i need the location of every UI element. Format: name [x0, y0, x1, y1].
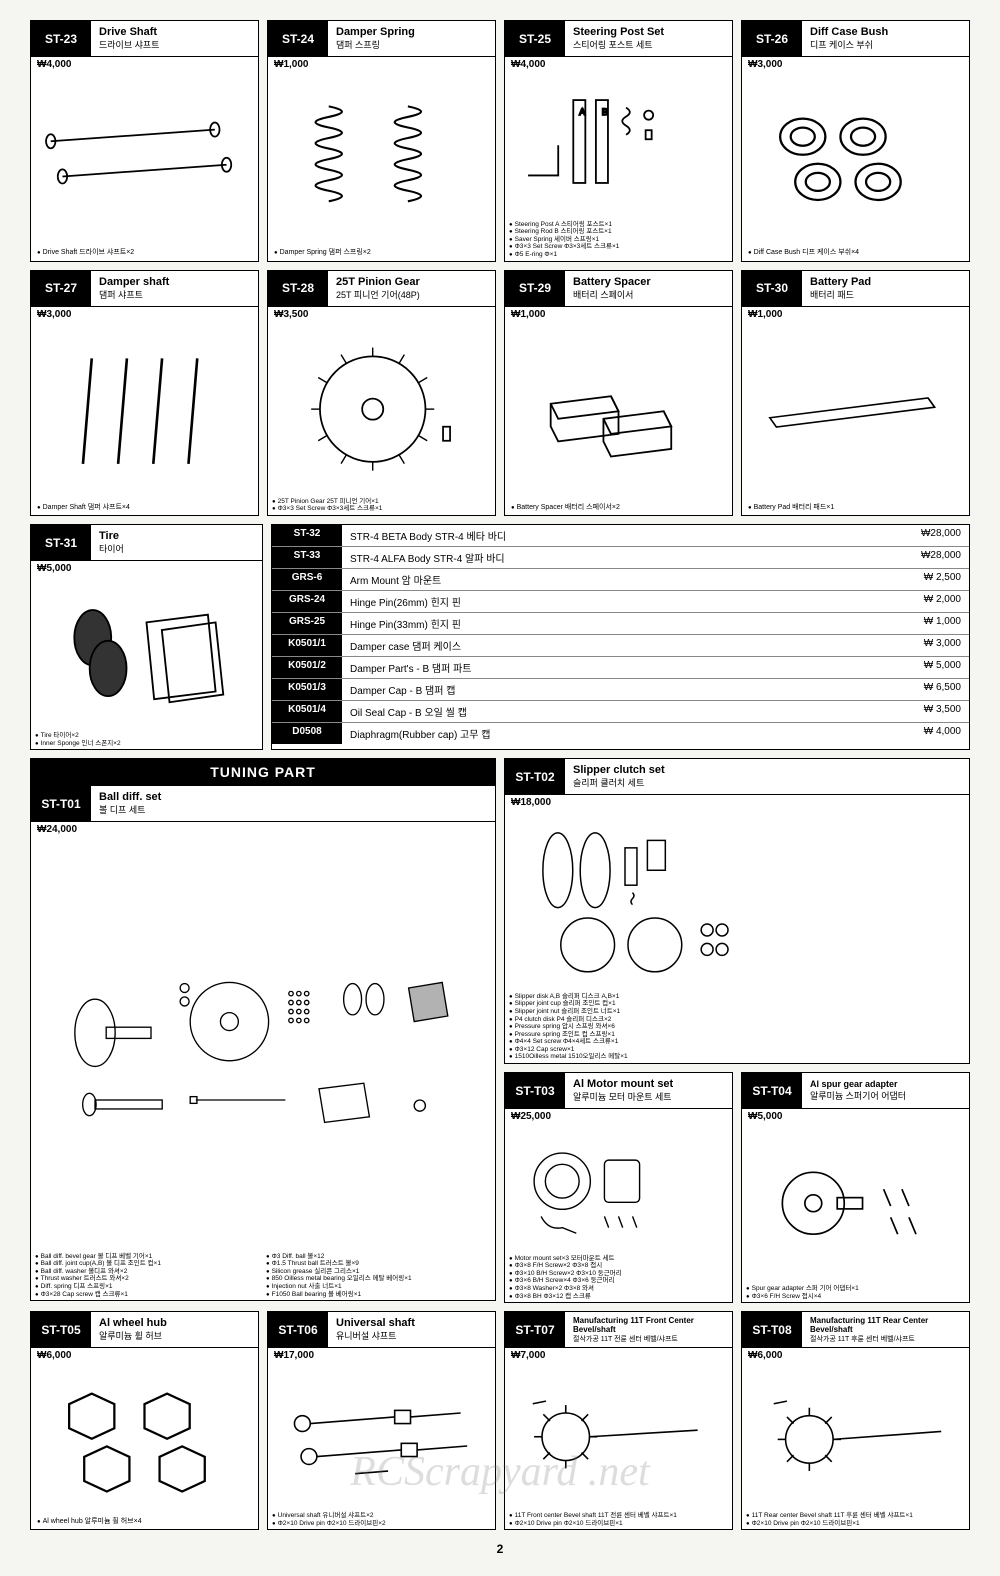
- steering-post-illustration: AB: [505, 72, 732, 219]
- ball-diff-illustration: [31, 837, 495, 1250]
- tuning-header: TUNING PART: [30, 758, 496, 786]
- rear-bevel-shaft-illustration: [742, 1363, 969, 1510]
- card-t02: ST-T02Slipper clutch set슬리퍼 클러치 세트 ₩18,0…: [504, 758, 970, 1064]
- card-t07: ST-T07Manufacturing 11T Front Center Bev…: [504, 1311, 733, 1530]
- card-t03: ST-T03Al Motor mount set알루미늄 모터 마운트 세트 ₩…: [504, 1072, 733, 1303]
- card-t04: ST-T04Al spur gear adapter알루미늄 스퍼기어 어댑터 …: [741, 1072, 970, 1303]
- card-st24: ST-24 Damper Spring댐퍼 스프링 ₩1,000 Damper …: [267, 20, 496, 262]
- tuning-section: TUNING PART ST-T01Ball diff. set볼 디프 세트 …: [30, 758, 970, 1303]
- card-t01: ST-T01Ball diff. set볼 디프 세트 ₩24,000: [30, 786, 496, 1301]
- card-t05: ST-T05Al wheel hub알루미늄 휠 허브 ₩6,000 Al wh…: [30, 1311, 259, 1530]
- card-st29: ST-29Battery Spacer배터리 스페이서 ₩1,000 Batte…: [504, 270, 733, 516]
- card-st30: ST-30Battery Pad배터리 패드 ₩1,000 Battery Pa…: [741, 270, 970, 516]
- card-st31: ST-31Tire타이어 ₩5,000 Tire 타이어×2Inner Spon…: [30, 524, 263, 750]
- spacer-illustration: [505, 322, 732, 501]
- svg-text:B: B: [602, 107, 608, 117]
- card-st26: ST-26 Diff Case Bush디프 케이스 부쉬 ₩3,000 Dif…: [741, 20, 970, 262]
- code: ST-23: [31, 21, 91, 56]
- row-3: ST-31Tire타이어 ₩5,000 Tire 타이어×2Inner Spon…: [30, 524, 970, 750]
- universal-shaft-illustration: [268, 1363, 495, 1510]
- spur-adapter-illustration: [742, 1124, 969, 1283]
- card-st25: ST-25 Steering Post Set스티어링 포스트 세트 ₩4,00…: [504, 20, 733, 262]
- card-st27: ST-27Damper shaft댐퍼 샤프트 ₩3,000 Damper Sh…: [30, 270, 259, 516]
- wheel-hub-illustration: [31, 1363, 258, 1515]
- spring-illustration: [268, 72, 495, 246]
- shaft-illustration: [31, 322, 258, 501]
- pad-illustration: [742, 322, 969, 501]
- page-number: 2: [30, 1542, 970, 1556]
- card-st28: ST-2825T Pinion Gear25T 피니언 기어(48P) ₩3,5…: [267, 270, 496, 516]
- row-1: ST-23 Drive Shaft드라이브 샤프트 ₩4,000 Drive S…: [30, 20, 970, 262]
- bevel-shaft-illustration: [505, 1363, 732, 1510]
- parts-table: ST-32STR-4 BETA Body STR-4 베타 바디₩28,000 …: [271, 524, 970, 750]
- slipper-illustration: [505, 810, 969, 990]
- card-t08: ST-T08Manufacturing 11T Rear Center Beve…: [741, 1311, 970, 1530]
- tire-illustration: [31, 576, 262, 730]
- row-5: ST-T05Al wheel hub알루미늄 휠 허브 ₩6,000 Al wh…: [30, 1311, 970, 1530]
- card-t06: ST-T06Universal shaft유니버설 샤프트 ₩17,000 Un…: [267, 1311, 496, 1530]
- motor-mount-illustration: [505, 1124, 732, 1253]
- row-2: ST-27Damper shaft댐퍼 샤프트 ₩3,000 Damper Sh…: [30, 270, 970, 516]
- card-st23: ST-23 Drive Shaft드라이브 샤프트 ₩4,000 Drive S…: [30, 20, 259, 262]
- bush-illustration: [742, 72, 969, 246]
- svg-text:A: A: [579, 107, 585, 117]
- gear-illustration: [268, 322, 495, 496]
- table-row: ST-32STR-4 BETA Body STR-4 베타 바디₩28,000: [272, 525, 969, 547]
- drive-shaft-illustration: [31, 72, 258, 246]
